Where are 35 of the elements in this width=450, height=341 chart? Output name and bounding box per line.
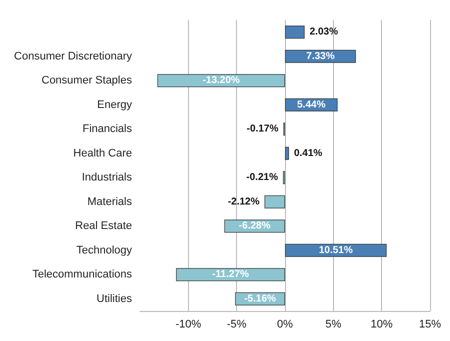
y-tick-label: Consumer Discretionary (14, 50, 132, 62)
data-label: -13.20% (202, 75, 240, 86)
data-label: 10.51% (318, 244, 353, 256)
data-label: -0.21% (246, 172, 278, 184)
bar (264, 195, 285, 208)
x-tick-label: 5% (325, 318, 342, 330)
y-tick-label: Real Estate (75, 220, 132, 232)
x-tick-label: 10% (370, 318, 393, 330)
data-label: 2.03% (310, 26, 338, 38)
data-label: -6.28% (238, 220, 271, 232)
y-tick-label: Energy (97, 98, 132, 111)
y-tick-label: Utilities (96, 292, 132, 305)
x-tick-label: -5% (226, 318, 247, 330)
data-label: -2.12% (228, 196, 260, 208)
data-label: -5.16% (244, 293, 276, 304)
bar (176, 268, 285, 282)
bar (285, 244, 387, 257)
y-tick-label: Financials (82, 123, 132, 136)
data-label: 0.41% (294, 148, 322, 159)
data-label: 5.44% (297, 99, 326, 110)
y-tick-label: Technology (76, 244, 132, 256)
y-tick-label: Telecommunications (32, 268, 132, 281)
y-tick-label: Health Care (73, 147, 132, 160)
data-label: -11.27% (212, 269, 249, 280)
data-label: -0.17% (246, 124, 278, 135)
y-tick-label: Consumer Staples (42, 74, 132, 87)
x-tick-label: 0% (277, 318, 294, 330)
x-tick-label: -10% (175, 318, 202, 330)
y-tick-label: Industrials (82, 172, 132, 184)
bar (285, 26, 305, 39)
x-tick-label: 15% (418, 318, 442, 330)
y-tick-label: Materials (87, 196, 132, 208)
bar (285, 146, 289, 160)
bar (157, 74, 285, 88)
data-label: 7.33% (306, 50, 335, 62)
